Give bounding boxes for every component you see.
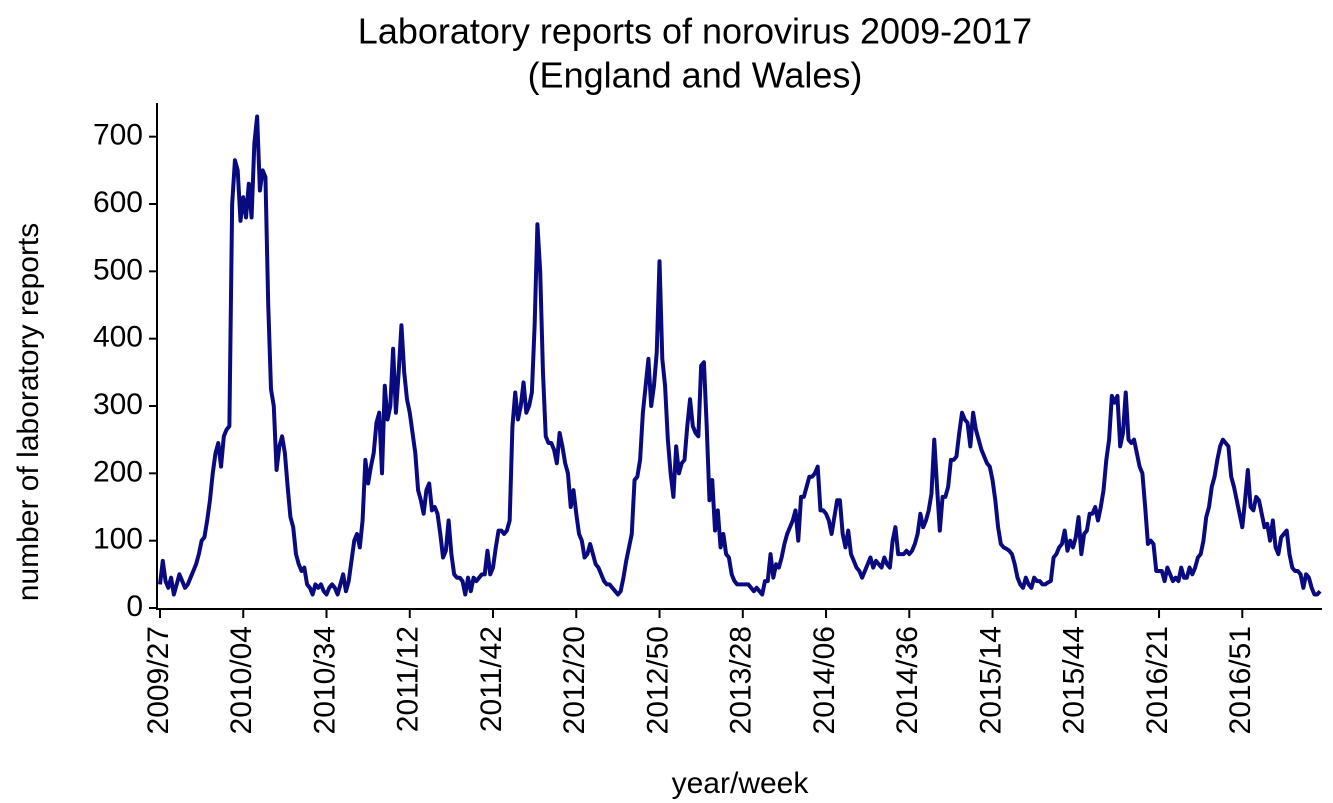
y-tick-label: 500 — [93, 253, 143, 286]
y-tick-label: 600 — [93, 186, 143, 219]
y-tick-label: 0 — [126, 590, 143, 623]
x-tick-label: 2013/28 — [725, 626, 758, 734]
chart-title: (England and Wales) — [528, 55, 863, 96]
x-tick-label: 2016/21 — [1141, 626, 1174, 734]
x-tick-label: 2011/12 — [392, 626, 425, 732]
x-tick-label: 2015/44 — [1058, 626, 1091, 734]
x-tick-label: 2011/42 — [475, 626, 508, 732]
y-tick-label: 400 — [93, 321, 143, 354]
chart-title: Laboratory reports of norovirus 2009-201… — [358, 11, 1032, 52]
x-tick-label: 2014/36 — [891, 626, 924, 734]
x-tick-label: 2016/51 — [1224, 626, 1257, 734]
y-tick-label: 700 — [93, 119, 143, 152]
x-tick-label: 2015/14 — [974, 626, 1007, 734]
x-tick-label: 2014/06 — [808, 626, 841, 734]
x-tick-label: 2012/50 — [641, 626, 674, 734]
data-line — [158, 114, 1322, 597]
y-axis-label: number of laboratory reports — [12, 223, 45, 602]
x-tick-label: 2012/20 — [558, 626, 591, 734]
x-axis-label: year/week — [672, 767, 810, 800]
x-tick-label: 2009/27 — [142, 626, 175, 734]
y-tick-label: 200 — [93, 455, 143, 488]
y-tick-label: 300 — [93, 388, 143, 421]
x-tick-label: 2010/04 — [225, 626, 258, 734]
y-tick-label: 100 — [93, 523, 143, 556]
x-tick-label: 2010/34 — [308, 626, 341, 734]
